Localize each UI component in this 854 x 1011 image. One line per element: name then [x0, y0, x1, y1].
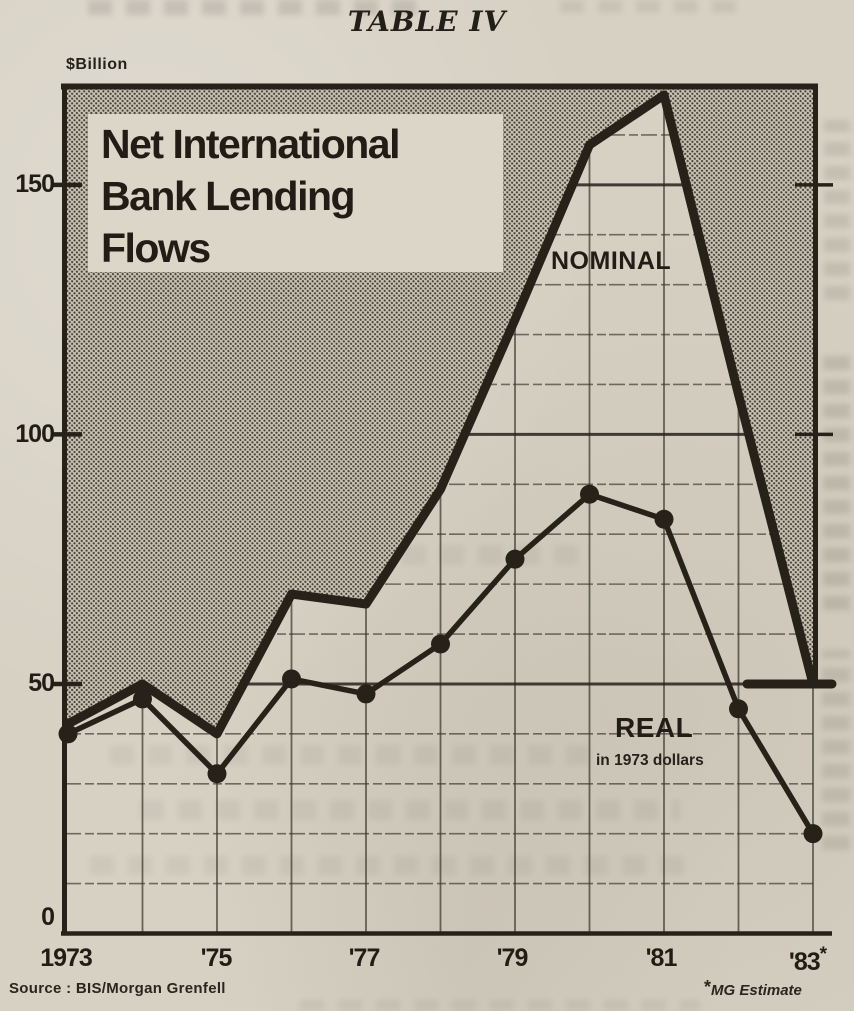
source-attribution: Source : BIS/Morgan Grenfell — [9, 980, 226, 997]
estimate-footnote: *MG Estimate — [704, 977, 802, 999]
nominal-series-label: NOMINAL — [551, 247, 672, 275]
y-tick-label-0: 0 — [41, 903, 55, 931]
real-series-sublabel: in 1973 dollars — [596, 752, 704, 769]
chart-title-line: Flows — [101, 225, 211, 271]
estimate-asterisk: * — [819, 944, 828, 965]
y-tick-label-100: 100 — [15, 420, 55, 448]
table-label: TABLE IV — [347, 5, 507, 38]
x-tick-label-83-text: '83 — [788, 948, 821, 976]
chart-title-line: Bank Lending — [101, 173, 356, 219]
footnote-asterisk: * — [704, 977, 712, 997]
chart-title-line: Net International — [101, 121, 400, 167]
x-tick-label-81: '81 — [645, 944, 678, 972]
real-series-label: REAL — [615, 712, 694, 743]
x-tick-label-75: '75 — [200, 944, 233, 972]
footnote-text: MG Estimate — [711, 982, 802, 999]
y-axis-unit-label: $Billion — [66, 56, 128, 73]
chart-title-box: Net International Bank Lending Flows — [88, 114, 503, 272]
x-tick-label-77: '77 — [348, 944, 381, 972]
y-tick-label-150: 150 — [15, 170, 55, 198]
x-tick-label-83: '83* — [789, 944, 827, 977]
plot-border — [61, 83, 832, 936]
y-tick-label-50: 50 — [28, 669, 55, 697]
x-tick-label-79: '79 — [496, 944, 529, 972]
x-tick-label-1973: 1973 — [40, 944, 93, 972]
axis-ticks — [52, 182, 833, 687]
